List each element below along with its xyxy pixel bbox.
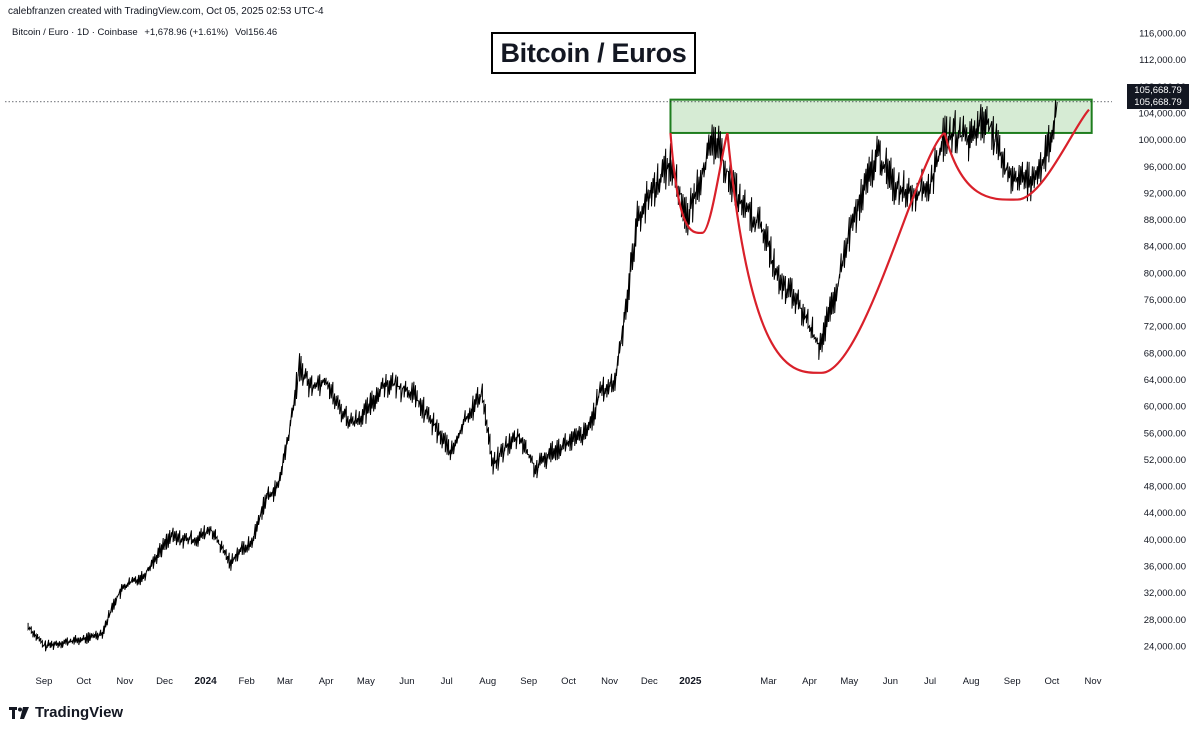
x-tick-label: Mar [277, 676, 293, 687]
y-tick-label: 84,000.00 [1144, 242, 1186, 253]
y-tick-label: 68,000.00 [1144, 348, 1186, 359]
y-tick-label: 48,000.00 [1144, 482, 1186, 493]
x-tick-label: Sep [520, 676, 537, 687]
y-tick-label: 44,000.00 [1144, 508, 1186, 519]
cup-curve-2 [726, 132, 946, 374]
y-tick-label: 112,000.00 [1139, 55, 1186, 66]
brand-name: TradingView [35, 704, 124, 721]
chart-credit: calebfranzen created with TradingView.co… [8, 6, 324, 17]
y-tick-label: 32,000.00 [1144, 588, 1186, 599]
symbol-legend: Bitcoin / Euro · 1D · Coinbase +1,678.96… [12, 27, 281, 38]
y-tick-label: 24,000.00 [1144, 642, 1186, 653]
tradingview-logo[interactable]: TradingView [9, 704, 123, 721]
y-tick-label: 100,000.00 [1138, 135, 1186, 146]
x-tick-label: 2025 [679, 676, 702, 687]
x-tick-label: Nov [116, 676, 133, 687]
cup-curve-3 [943, 108, 1090, 201]
x-tick-label: Aug [963, 676, 980, 687]
x-tick-label: Nov [1085, 676, 1102, 687]
x-tick-label: Feb [238, 676, 254, 687]
x-tick-label: Oct [1045, 676, 1060, 687]
y-tick-label: 96,000.00 [1144, 162, 1186, 173]
cup-curve-1 [669, 132, 729, 235]
y-tick-label: 28,000.00 [1144, 615, 1186, 626]
close-price-tag: 105,668.79 [1127, 96, 1189, 109]
y-tick-label: 104,000.00 [1138, 108, 1186, 119]
x-tick-label: Nov [601, 676, 618, 687]
x-tick-label: Dec [156, 676, 173, 687]
x-tick-label: Jul [924, 676, 936, 687]
x-tick-label: Aug [479, 676, 496, 687]
y-tick-label: 56,000.00 [1144, 428, 1186, 439]
y-tick-label: 64,000.00 [1144, 375, 1186, 386]
x-tick-label: Dec [641, 676, 658, 687]
price-change: +1,678.96 (+1.61%) [144, 27, 229, 38]
x-tick-label: Mar [760, 676, 776, 687]
x-tick-label: May [357, 676, 375, 687]
y-tick-label: 92,000.00 [1144, 188, 1186, 199]
x-tick-label: Apr [319, 676, 334, 687]
x-tick-label: Jun [399, 676, 414, 687]
x-tick-label: May [840, 676, 858, 687]
y-tick-label: 76,000.00 [1144, 295, 1186, 306]
x-tick-label: Oct [561, 676, 576, 687]
y-tick-label: 72,000.00 [1144, 322, 1186, 333]
last-price-tag: 105,668.79 [1127, 84, 1189, 97]
price-series-line [27, 100, 1058, 652]
symbol-name[interactable]: Bitcoin / Euro · 1D · Coinbase [12, 27, 138, 38]
x-tick-label: Oct [76, 676, 91, 687]
x-tick-label: Jun [883, 676, 898, 687]
y-tick-label: 40,000.00 [1144, 535, 1186, 546]
x-tick-label: Apr [802, 676, 817, 687]
volume-value: Vol156.46 [234, 27, 278, 38]
x-tick-label: 2024 [194, 676, 217, 687]
x-tick-label: Sep [1004, 676, 1021, 687]
x-tick-label: Sep [36, 676, 53, 687]
y-tick-label: 60,000.00 [1144, 402, 1186, 413]
y-tick-label: 52,000.00 [1144, 455, 1186, 466]
y-tick-label: 80,000.00 [1144, 268, 1186, 279]
y-tick-label: 36,000.00 [1144, 562, 1186, 573]
resistance-zone [669, 98, 1093, 134]
tradingview-mark-icon [9, 706, 29, 720]
x-tick-label: Jul [441, 676, 453, 687]
chart-title: Bitcoin / Euros [491, 32, 696, 74]
y-tick-label: 116,000.00 [1139, 29, 1186, 40]
y-tick-label: 88,000.00 [1144, 215, 1186, 226]
